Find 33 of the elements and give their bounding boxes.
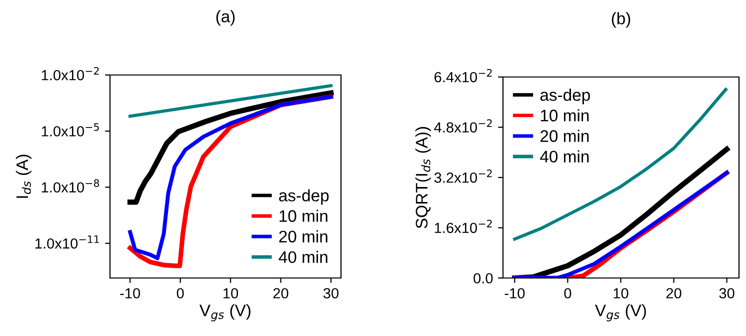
chart-title: (a) <box>216 10 235 26</box>
legend-label: 40 min <box>278 250 328 264</box>
y-tick-label: 1.0x10$^{−5}$ <box>42 123 99 136</box>
y-tick-label: 0.0 <box>474 273 493 284</box>
legend-label: as-dep <box>540 88 590 104</box>
x-axis-title: V$_{gs}$ (V) <box>199 304 250 322</box>
legend-label: 20 min <box>540 130 589 142</box>
y-tick-label: 1.0x10$^{−11}$ <box>35 235 99 249</box>
y-tick-label: 6.4x10$^{−2}$ <box>434 69 492 82</box>
x-axis-title: V$_{gs}$ (V) <box>594 304 646 322</box>
legend-label: 10 min <box>540 109 589 122</box>
legend-label: 20 min <box>279 230 328 243</box>
x-tick-label: 30 <box>719 288 734 298</box>
y-tick-label: 4.8x10$^{−2}$ <box>434 119 492 133</box>
x-tick-label: 10 <box>614 288 628 298</box>
x-tick-label: 20 <box>273 288 288 298</box>
y-tick-label: 1.6x10$^{−2}$ <box>434 220 492 234</box>
x-tick-label: -10 <box>120 288 140 298</box>
y-tick-label: 3.2x10$^{−2}$ <box>434 170 492 183</box>
y-axis-title: I$_{ds}$ (A) <box>16 154 32 198</box>
chart-title: (b) <box>612 12 630 28</box>
x-tick-label: 30 <box>323 288 338 298</box>
x-tick-label: 0 <box>176 288 184 298</box>
legend-label: 10 min <box>280 210 328 222</box>
x-tick-label: 10 <box>224 288 238 298</box>
legend-label: as-dep <box>279 189 329 205</box>
y-tick-label: 1.0x10$^{−2}$ <box>42 67 99 80</box>
y-tick-label: 1.0x10$^{−8}$ <box>42 179 100 193</box>
y-axis-title: SQRT(I$_{ds}$ (A)) <box>415 127 431 228</box>
x-tick-label: -10 <box>504 288 525 298</box>
legend-label: 40 min <box>540 150 589 163</box>
x-tick-label: 20 <box>666 288 682 298</box>
x-tick-label: 0 <box>564 288 572 298</box>
